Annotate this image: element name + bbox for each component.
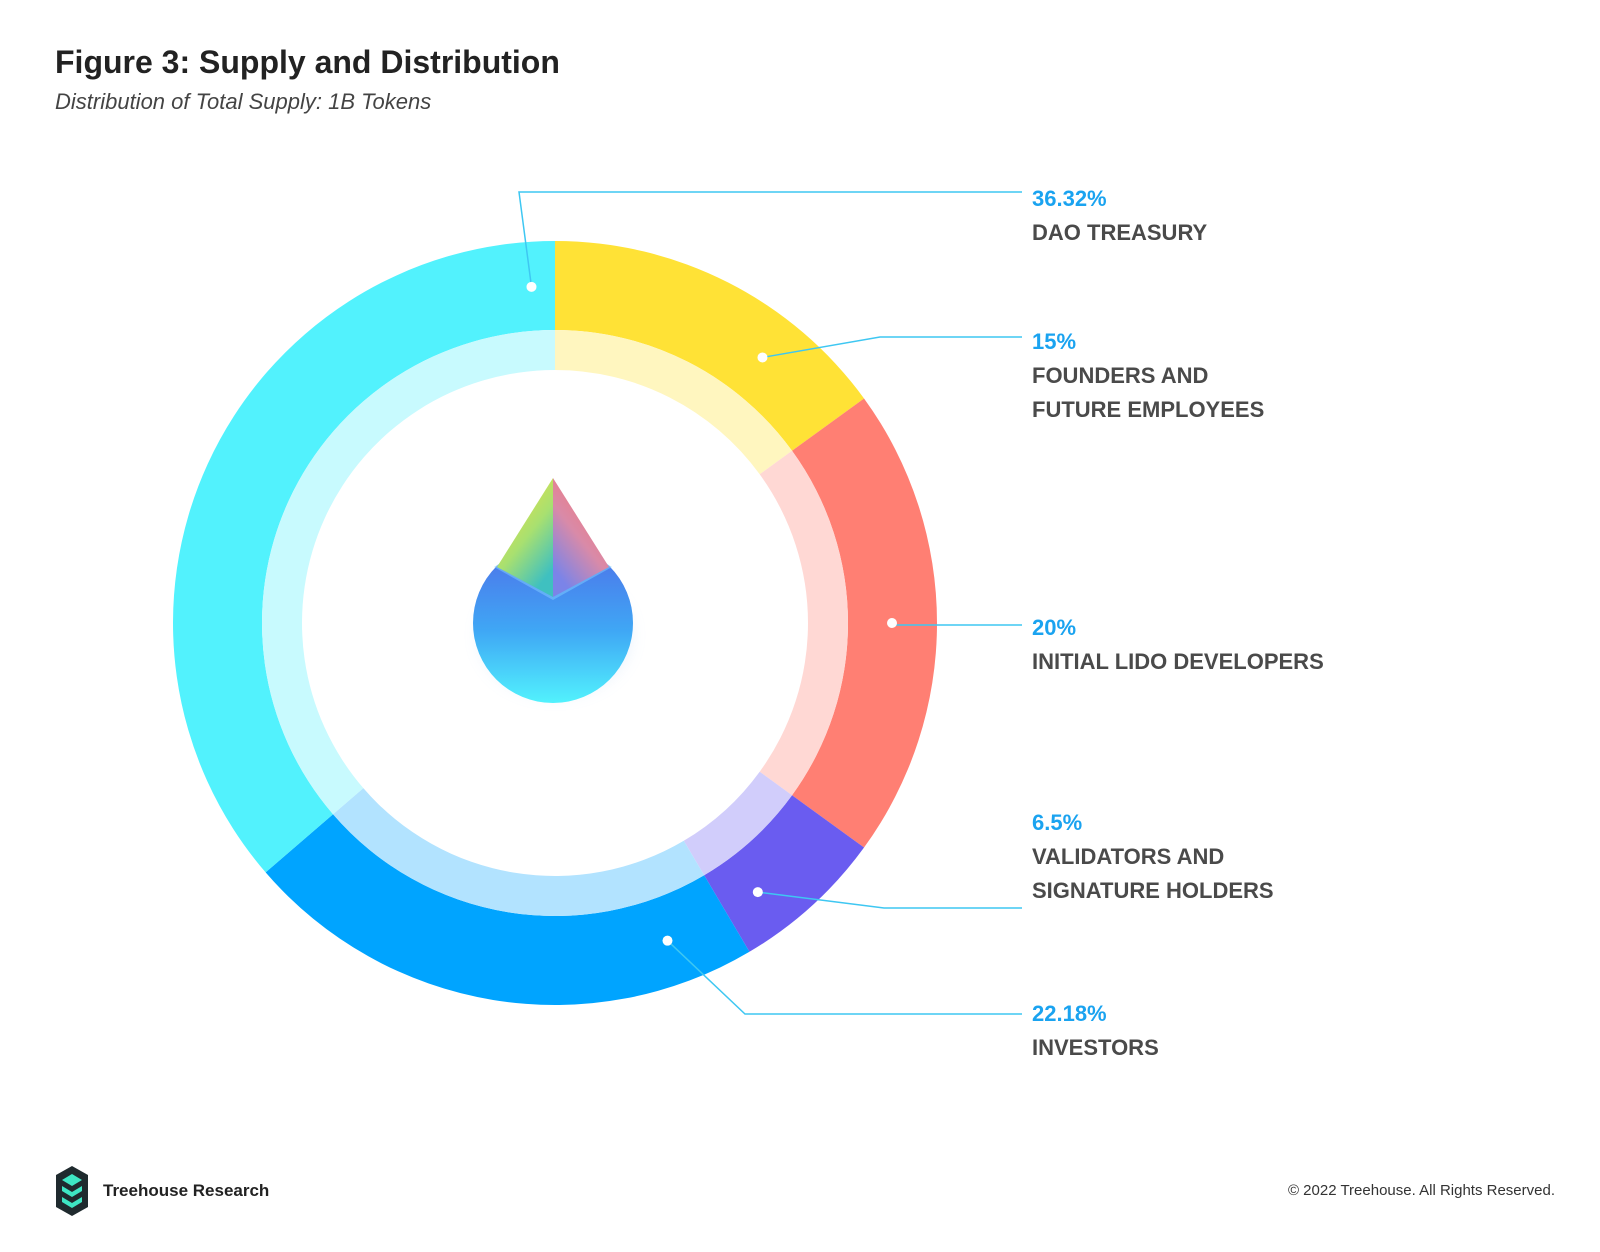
chart-subtitle: Distribution of Total Supply: 1B Tokens [55,89,432,114]
label-investors: 22.18% INVESTORS [1032,1001,1159,1065]
chart-title: Figure 3: Supply and Distribution [55,44,560,80]
slice-inner-founders [555,330,793,475]
slice-inner-investors [333,788,705,916]
inner-ring [262,330,848,916]
leader-dot-dao-treasury [526,281,537,292]
slice-inner-dao-treasury [262,330,555,815]
footer-brand: Treehouse Research [55,1165,269,1217]
slice-investors [265,814,750,1006]
outer-ring [173,241,937,1006]
slice-founders [555,241,865,451]
slice-dao-treasury [173,241,556,873]
label-dao-treasury: 36.32% DAO TREASURY [1032,186,1207,250]
slice-category-label: INVESTORS [1032,1035,1159,1060]
slice-category-label: FOUNDERS AND FUTURE EMPLOYEES [1032,363,1265,422]
label-validators: 6.5% VALIDATORS AND SIGNATURE HOLDERS [1032,810,1274,908]
label-founders: 15% FOUNDERS AND FUTURE EMPLOYEES [1032,329,1264,427]
slice-value-label: 20% [1032,615,1077,640]
leader-dot-founders [757,352,768,363]
leader-line-founders [762,336,1022,359]
label-lido-developers: 20% INITIAL LIDO DEVELOPERS [1032,615,1324,679]
leader-dot-lido-developers [887,618,897,628]
brand-name: Treehouse Research [103,1181,270,1200]
slice-inner-validators [683,771,793,876]
slice-category-label: VALIDATORS AND SIGNATURE HOLDERS [1032,844,1274,903]
leader-dot-investors [662,935,673,946]
slice-value-label: 15% [1032,329,1077,354]
slice-value-label: 6.5% [1032,810,1083,835]
slice-value-label: 36.32% [1032,186,1107,211]
leader-line-investors [666,940,1022,1015]
slice-value-label: 22.18% [1032,1001,1107,1026]
leader-dot-validators [752,887,763,898]
slice-category-label: DAO TREASURY [1032,220,1208,245]
slice-inner-lido-developers [759,450,848,796]
treehouse-logo-icon [56,1166,88,1216]
leader-line-dao-treasury [518,191,1022,287]
slice-category-label: INITIAL LIDO DEVELOPERS [1032,649,1324,674]
leader-lines [518,191,1022,1015]
copyright-notice: © 2022 Treehouse. All Rights Reserved. [1287,1182,1555,1199]
slice-lido-developers [792,398,937,848]
slice-validators [704,795,865,952]
lido-drop-icon [473,478,633,703]
leader-line-validators [757,891,1022,909]
